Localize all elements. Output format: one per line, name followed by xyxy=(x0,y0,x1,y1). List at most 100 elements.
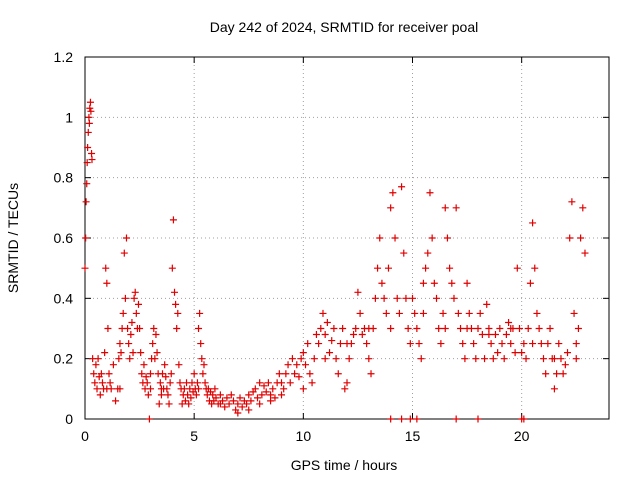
data-point xyxy=(245,406,253,414)
data-point xyxy=(391,234,399,242)
data-point xyxy=(225,400,233,408)
data-point xyxy=(147,385,154,393)
x-axis-label: GPS time / hours xyxy=(291,457,398,473)
data-point xyxy=(387,415,395,423)
data-point xyxy=(520,340,528,348)
data-point xyxy=(389,189,397,197)
grid xyxy=(85,57,609,419)
data-point xyxy=(267,397,275,405)
data-point xyxy=(116,385,124,393)
data-point xyxy=(243,400,251,408)
data-point xyxy=(496,325,504,332)
data-point xyxy=(411,309,419,317)
data-point xyxy=(540,355,547,363)
data-point xyxy=(145,415,153,423)
data-point xyxy=(97,370,105,378)
data-point xyxy=(398,415,406,423)
data-point xyxy=(515,325,523,332)
data-point xyxy=(124,325,132,332)
data-points xyxy=(81,98,589,423)
data-point xyxy=(278,379,285,387)
data-point xyxy=(550,385,558,393)
data-point xyxy=(310,355,318,363)
y-tick-label: 0.8 xyxy=(54,170,74,186)
data-point xyxy=(581,249,589,257)
data-point xyxy=(199,370,207,378)
data-point xyxy=(169,216,177,224)
data-point xyxy=(195,325,203,332)
data-point xyxy=(312,331,320,339)
y-tick-label: 1 xyxy=(65,109,73,125)
data-point xyxy=(328,337,336,345)
x-tick-label: 15 xyxy=(405,428,421,444)
data-point xyxy=(476,309,484,317)
data-point xyxy=(402,294,410,302)
data-point xyxy=(500,355,508,363)
data-point xyxy=(507,340,515,348)
data-point xyxy=(236,394,244,402)
data-point xyxy=(443,234,451,242)
data-point xyxy=(275,370,283,378)
data-point xyxy=(441,325,449,332)
data-point xyxy=(82,234,90,242)
data-point xyxy=(175,361,183,369)
data-point xyxy=(253,394,261,402)
data-point xyxy=(371,294,379,302)
data-point xyxy=(223,394,231,402)
data-point xyxy=(209,391,217,399)
x-tick-label: 5 xyxy=(190,428,198,444)
data-point xyxy=(454,309,462,317)
data-point xyxy=(491,331,499,339)
data-point xyxy=(187,394,195,402)
data-point xyxy=(409,294,416,302)
data-point xyxy=(84,128,92,136)
data-point xyxy=(568,198,576,206)
data-point xyxy=(200,361,208,369)
data-point xyxy=(109,361,117,369)
data-point xyxy=(336,340,344,348)
data-point xyxy=(350,331,358,339)
data-point xyxy=(459,340,467,348)
data-point xyxy=(247,397,255,405)
data-point xyxy=(326,349,334,357)
data-point xyxy=(302,361,310,369)
data-point xyxy=(520,415,528,423)
data-point xyxy=(162,373,170,381)
data-point xyxy=(291,370,299,378)
data-point xyxy=(529,340,537,348)
data-point xyxy=(339,325,347,332)
data-point xyxy=(227,391,235,399)
data-point xyxy=(358,331,366,339)
data-point xyxy=(413,415,421,423)
data-point xyxy=(382,309,390,317)
data-point xyxy=(151,355,159,363)
data-point xyxy=(168,264,176,272)
data-point xyxy=(522,355,530,363)
data-point xyxy=(297,355,305,363)
data-point xyxy=(544,340,552,348)
data-point xyxy=(387,204,395,212)
data-point xyxy=(299,385,307,393)
axes: 0 0.2 0.4 0.6 0.8 1 1.2 0 5 10 15 20 xyxy=(54,49,610,444)
data-point xyxy=(395,309,403,317)
data-point xyxy=(173,325,181,332)
data-point xyxy=(234,409,242,417)
data-point xyxy=(485,325,493,332)
data-point xyxy=(430,279,438,287)
y-tick-label: 0 xyxy=(65,411,73,427)
data-point xyxy=(452,415,460,423)
data-point xyxy=(126,355,134,363)
data-point xyxy=(463,279,471,287)
data-point xyxy=(306,370,314,378)
data-point xyxy=(559,370,567,378)
data-point xyxy=(86,104,94,112)
data-point xyxy=(155,400,163,408)
data-point xyxy=(413,325,421,332)
data-point xyxy=(105,370,113,378)
data-point xyxy=(167,370,175,378)
data-point xyxy=(159,370,167,378)
data-point xyxy=(574,325,582,332)
y-tick-label: 0.6 xyxy=(54,230,74,246)
data-point xyxy=(426,189,434,197)
